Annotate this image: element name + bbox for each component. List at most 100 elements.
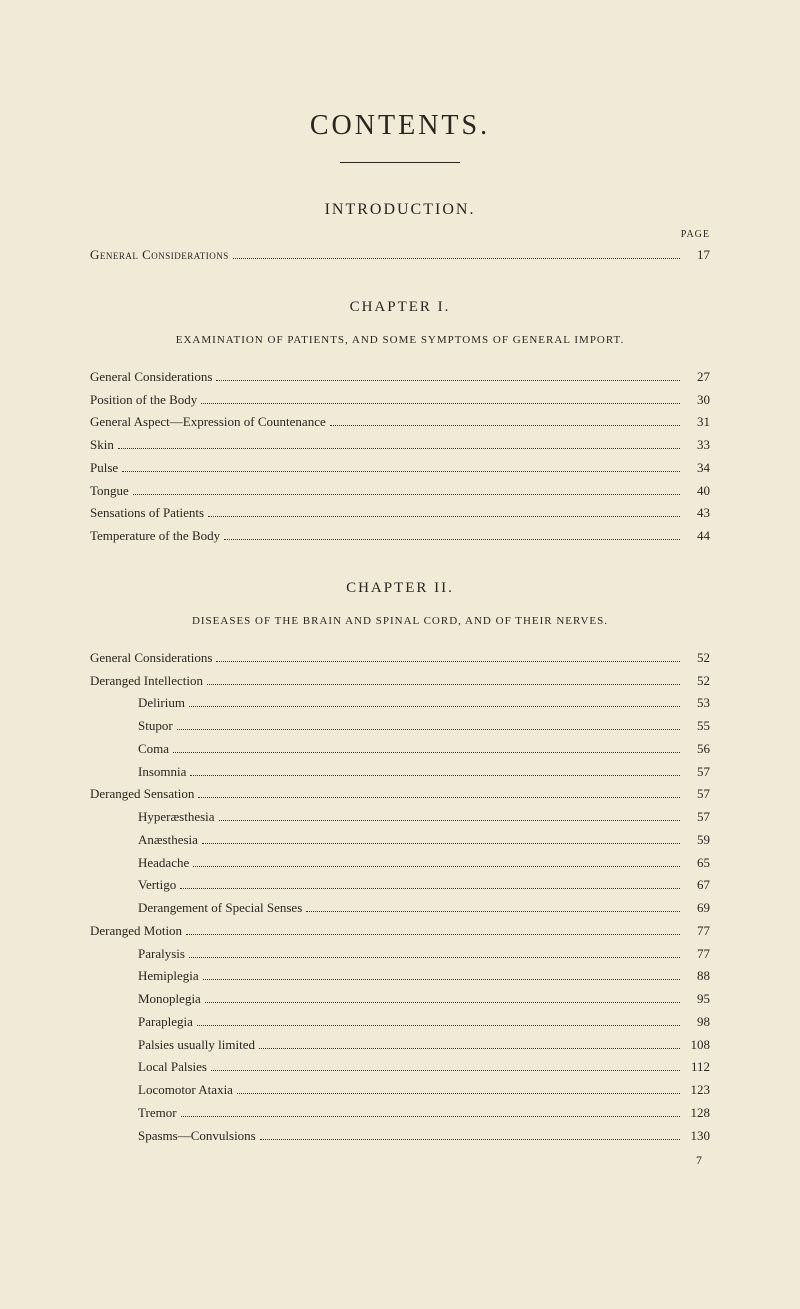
toc-entry-page: 17 [684,244,710,267]
toc-entry-page: 44 [684,525,710,548]
toc-entry: Insomnia57 [90,761,710,784]
toc-dot-leader [193,866,680,867]
toc-entry-label: Delirium [90,692,185,715]
toc-entry: Vertigo 67 [90,874,710,897]
toc-dot-leader [118,448,680,449]
toc-entry-page: 27 [684,366,710,389]
toc-entry: Palsies usually limited 108 [90,1034,710,1057]
toc-entry-label: Anæsthesia [90,829,198,852]
toc-entry-label: Derangement of Special Senses [90,897,302,920]
toc-entry-label: Hyperæsthesia [90,806,215,829]
toc-entry-label: Stupor [90,715,173,738]
toc-entry-label: Vertigo [90,874,176,897]
toc-entry: General Considerations17 [90,244,710,267]
toc-dot-leader [237,1093,680,1094]
toc-entry-page: 130 [684,1125,710,1148]
toc-entry-page: 128 [684,1102,710,1125]
toc-dot-leader [181,1116,680,1117]
introduction-entries: General Considerations17 [90,244,710,267]
toc-entry-page: 30 [684,389,710,412]
toc-dot-leader [189,706,680,707]
toc-dot-leader [198,797,680,798]
toc-entry: General Aspect—Expression of Countenance… [90,411,710,434]
toc-dot-leader [207,684,680,685]
toc-entry-label: Headache [90,852,189,875]
toc-dot-leader [259,1048,680,1049]
toc-entry: Headache 65 [90,852,710,875]
main-title: CONTENTS. [90,110,710,142]
toc-entry-label: Pulse [90,457,118,480]
toc-entry: Tongue40 [90,480,710,503]
toc-dot-leader [260,1139,680,1140]
toc-entry-page: 65 [684,852,710,875]
toc-entry-page: 40 [684,480,710,503]
toc-entry-page: 34 [684,457,710,480]
title-divider [340,162,460,163]
toc-entry-label: Deranged Intellection [90,670,203,693]
toc-entry-page: 95 [684,988,710,1011]
toc-entry: Coma56 [90,738,710,761]
toc-dot-leader [197,1025,680,1026]
toc-entry-page: 77 [684,943,710,966]
toc-dot-leader [173,752,680,753]
toc-entry-page: 108 [684,1034,710,1057]
toc-entry: General Considerations27 [90,366,710,389]
toc-entry: Deranged Intellection 52 [90,670,710,693]
toc-entry: Deranged Motion77 [90,920,710,943]
toc-entry: Locomotor Ataxia123 [90,1079,710,1102]
toc-entry-page: 57 [684,806,710,829]
toc-entry: Deranged Sensation 57 [90,783,710,806]
toc-entry-label: General Considerations [90,647,212,670]
toc-dot-leader [190,775,680,776]
toc-dot-leader [219,820,680,821]
page-column-header: PAGE [90,229,710,240]
toc-entry: Temperature of the Body44 [90,525,710,548]
toc-entry: Tremor 128 [90,1102,710,1125]
toc-dot-leader [186,934,680,935]
toc-entry-page: 123 [684,1079,710,1102]
toc-dot-leader [216,661,680,662]
toc-dot-leader [211,1070,680,1071]
toc-entry-label: Tremor [90,1102,177,1125]
toc-entry: Hyperæsthesia 57 [90,806,710,829]
chapter1-subtitle: EXAMINATION OF PATIENTS, AND SOME SYMPTO… [90,334,710,346]
toc-dot-leader [122,471,680,472]
toc-dot-leader [133,494,680,495]
toc-entry: Stupor55 [90,715,710,738]
toc-entry-label: Local Palsies [90,1056,207,1079]
toc-entry: Spasms—Convulsions130 [90,1125,710,1148]
toc-entry: General Considerations 52 [90,647,710,670]
toc-entry: Local Palsies 112 [90,1056,710,1079]
toc-entry-label: Hemiplegia [90,965,199,988]
toc-dot-leader [202,843,680,844]
toc-entry-page: 57 [684,783,710,806]
toc-entry: Paraplegia98 [90,1011,710,1034]
toc-entry-label: Paraplegia [90,1011,193,1034]
toc-entry-label: Paralysis [90,943,185,966]
toc-dot-leader [306,911,680,912]
toc-entry-page: 52 [684,670,710,693]
toc-entry-page: 88 [684,965,710,988]
toc-dot-leader [205,1002,680,1003]
toc-dot-leader [224,539,680,540]
toc-entry-label: Palsies usually limited [90,1034,255,1057]
toc-dot-leader [330,425,680,426]
toc-entry-page: 31 [684,411,710,434]
toc-entry-label: General Aspect—Expression of Countenance [90,411,326,434]
toc-entry-page: 53 [684,692,710,715]
toc-entry: Paralysis 77 [90,943,710,966]
toc-entry: Pulse 34 [90,457,710,480]
chapter2-entries: General Considerations52Deranged Intelle… [90,647,710,1148]
toc-dot-leader [189,957,680,958]
toc-entry: Sensations of Patients43 [90,502,710,525]
toc-entry: Delirium 53 [90,692,710,715]
toc-entry-label: Deranged Motion [90,920,182,943]
toc-entry-label: Deranged Sensation [90,783,194,806]
toc-dot-leader [180,888,680,889]
toc-entry-page: 67 [684,874,710,897]
toc-entry-page: 43 [684,502,710,525]
footer-page-number: 7 [90,1153,710,1168]
toc-entry-page: 59 [684,829,710,852]
toc-entry-page: 52 [684,647,710,670]
toc-entry-page: 112 [684,1056,710,1079]
